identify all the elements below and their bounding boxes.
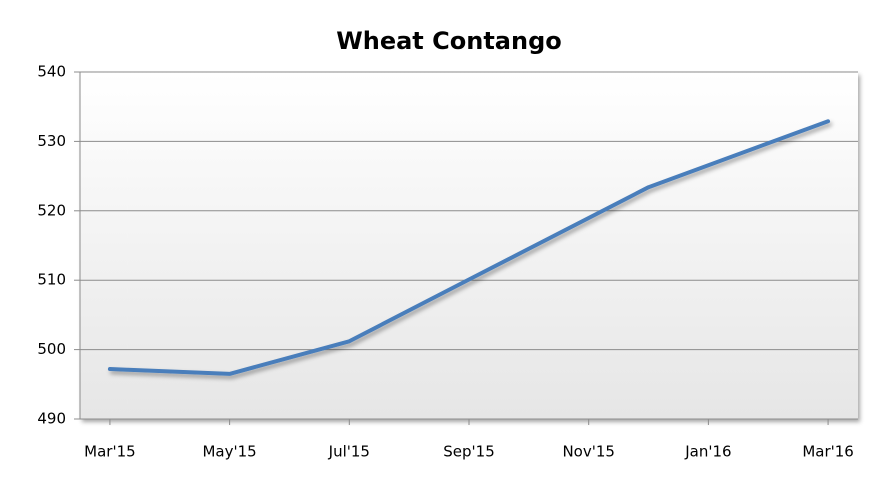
y-tick-label: 500 — [37, 340, 66, 358]
y-tick-label: 490 — [37, 410, 66, 428]
x-tick-label: Jan'16 — [684, 443, 731, 461]
y-tick-label: 540 — [37, 63, 66, 81]
x-tick-label: Mar'15 — [84, 443, 136, 461]
y-tick-label: 520 — [37, 201, 66, 219]
y-tick-label: 530 — [37, 132, 66, 150]
data-line — [107, 119, 831, 376]
chart-title: Wheat Contango — [336, 27, 561, 55]
x-tick-label: May'15 — [202, 443, 256, 461]
x-tick-label: Jul'15 — [328, 443, 370, 461]
plot-area — [80, 72, 858, 419]
x-tick-label: Nov'15 — [562, 443, 615, 461]
x-tick-label: Sep'15 — [443, 443, 494, 461]
x-tick-label: Mar'16 — [802, 443, 854, 461]
y-tick-label: 510 — [37, 271, 66, 289]
